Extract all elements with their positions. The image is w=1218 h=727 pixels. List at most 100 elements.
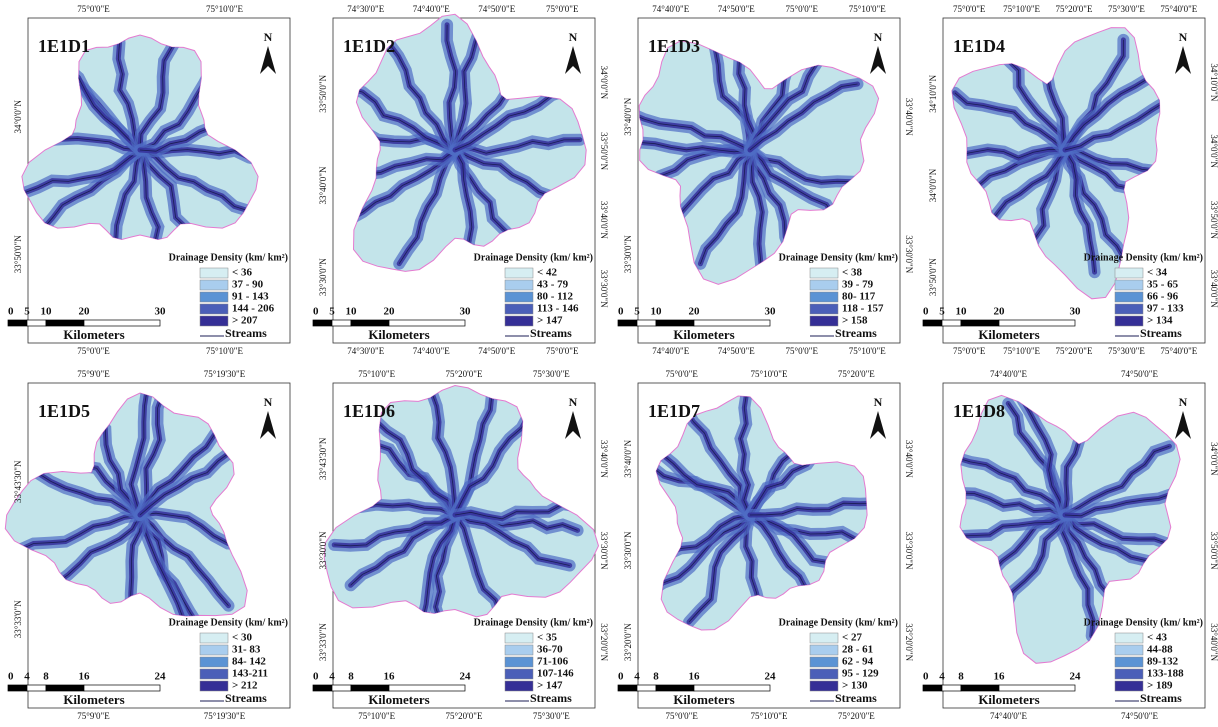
bottom-coordinate: 75°20'0"E	[446, 711, 483, 721]
legend-label: 133-188	[1147, 668, 1184, 680]
scale-unit: Kilometers	[63, 327, 124, 342]
streams-label: Streams	[225, 326, 267, 340]
legend-label: 143-211	[232, 668, 268, 680]
scale-tick-label: 20	[384, 306, 396, 318]
streams-label: Streams	[835, 691, 877, 705]
streams-label: Streams	[225, 691, 267, 705]
north-label: N	[874, 30, 883, 44]
bottom-coordinate: 74°50'0"E	[718, 346, 755, 356]
legend-swatch	[504, 267, 534, 279]
scale-segment	[26, 319, 47, 327]
scale-segment	[331, 319, 352, 327]
stream	[960, 456, 1066, 516]
legend-label: > 207	[232, 315, 258, 327]
left-coordinate: 33°50'0"N	[318, 74, 328, 112]
streams-label: Streams	[530, 691, 572, 705]
legend-swatch	[809, 267, 839, 279]
north-label: N	[1179, 395, 1188, 409]
scale-segment	[617, 684, 638, 692]
legend-swatch	[504, 632, 534, 644]
bottom-coordinate: 74°40'0"E	[652, 346, 689, 356]
legend-label: 31- 83	[232, 644, 261, 656]
top-coordinate: 75°9'0"E	[77, 369, 110, 379]
legend-swatch	[1114, 632, 1144, 644]
scale-segment	[617, 319, 638, 327]
scale-segment	[331, 684, 352, 692]
legend-swatch	[199, 632, 229, 644]
scale-unit: Kilometers	[673, 327, 734, 342]
scale-segment	[26, 684, 47, 692]
scale-tick-label: 0	[923, 671, 929, 683]
legend-swatch	[1114, 267, 1144, 279]
legend-swatch	[1114, 291, 1144, 303]
legend-swatch	[1114, 303, 1144, 315]
north-arrow	[565, 411, 581, 439]
legend-label: > 134	[1147, 315, 1173, 327]
legend-title: Drainage Density (km/ km²)	[779, 252, 898, 263]
legend-label: > 147	[537, 315, 563, 327]
bottom-coordinate: 75°10'0"E	[358, 711, 395, 721]
top-coordinate: 74°50'0"E	[478, 4, 515, 14]
left-coordinate: 33°33'0"N	[318, 623, 328, 661]
legend-label: > 189	[1147, 680, 1173, 692]
top-coordinate: 75°40'0"E	[1160, 4, 1197, 14]
top-coordinate: 75°0'0"E	[665, 369, 698, 379]
scale-segment	[655, 684, 695, 692]
legend-label: 71-106	[537, 656, 569, 668]
scale-segment	[350, 319, 390, 327]
top-coordinate: 75°30'0"E	[1108, 4, 1145, 14]
legend-swatch	[504, 680, 534, 692]
legend-label: 97 - 133	[1147, 303, 1184, 315]
bottom-coordinate: 74°50'0"E	[1121, 711, 1158, 721]
scale-segment	[998, 319, 1076, 327]
legend-label: < 34	[1147, 267, 1168, 279]
right-coordinate: 33°50'0"N	[1209, 532, 1218, 570]
left-coordinate: 34°0'0"N	[928, 168, 938, 202]
stream	[454, 89, 567, 151]
scale-tick-label: 16	[689, 671, 701, 683]
stream	[749, 83, 858, 151]
legend-swatch	[1114, 644, 1144, 656]
legend-label: 66 - 96	[1147, 291, 1179, 303]
scale-segment	[312, 684, 333, 692]
right-coordinate: 33°40'0"N	[1209, 270, 1218, 308]
legend-swatch	[1114, 680, 1144, 692]
scale-tick-label: 10	[956, 306, 968, 318]
top-coordinate: 75°0'0"E	[786, 4, 819, 14]
stream	[454, 514, 570, 566]
left-coordinate: 34°10'0"N	[928, 74, 938, 112]
legend-label: < 30	[232, 632, 253, 644]
legend-title: Drainage Density (km/ km²)	[779, 617, 898, 628]
bottom-coordinate: 74°50'0"E	[478, 346, 515, 356]
right-coordinate: 33°30'0"N	[599, 270, 609, 308]
bottom-coordinate: 75°30'0"E	[1108, 346, 1145, 356]
legend-swatch	[504, 656, 534, 668]
stream	[116, 35, 141, 151]
right-coordinate: 33°40'0"N	[904, 440, 914, 478]
stream	[749, 502, 868, 516]
panel-title: 1E1D5	[38, 401, 90, 421]
bottom-coordinate: 75°10'0"E	[206, 346, 243, 356]
left-coordinate: 33°33'0"N	[13, 600, 23, 638]
scale-tick-label: 20	[994, 306, 1006, 318]
streams-label: Streams	[1140, 326, 1182, 340]
top-coordinate: 75°10'0"E	[358, 369, 395, 379]
legend-label: 35 - 65	[1147, 279, 1179, 291]
scale-tick-label: 8	[348, 671, 354, 683]
scale-segment	[693, 684, 771, 692]
top-coordinate: 75°10'0"E	[849, 4, 886, 14]
top-coordinate: 74°40'0"E	[652, 4, 689, 14]
stream-network	[656, 396, 868, 630]
panel-title: 1E1D3	[648, 36, 700, 56]
north-arrow	[1175, 411, 1191, 439]
stream	[388, 43, 456, 151]
north-label: N	[264, 395, 273, 409]
legend-label: < 27	[842, 632, 863, 644]
scale-segment	[7, 319, 28, 327]
scale-segment	[83, 684, 161, 692]
scale-segment	[45, 684, 85, 692]
bottom-coordinate: 75°0'0"E	[953, 346, 986, 356]
